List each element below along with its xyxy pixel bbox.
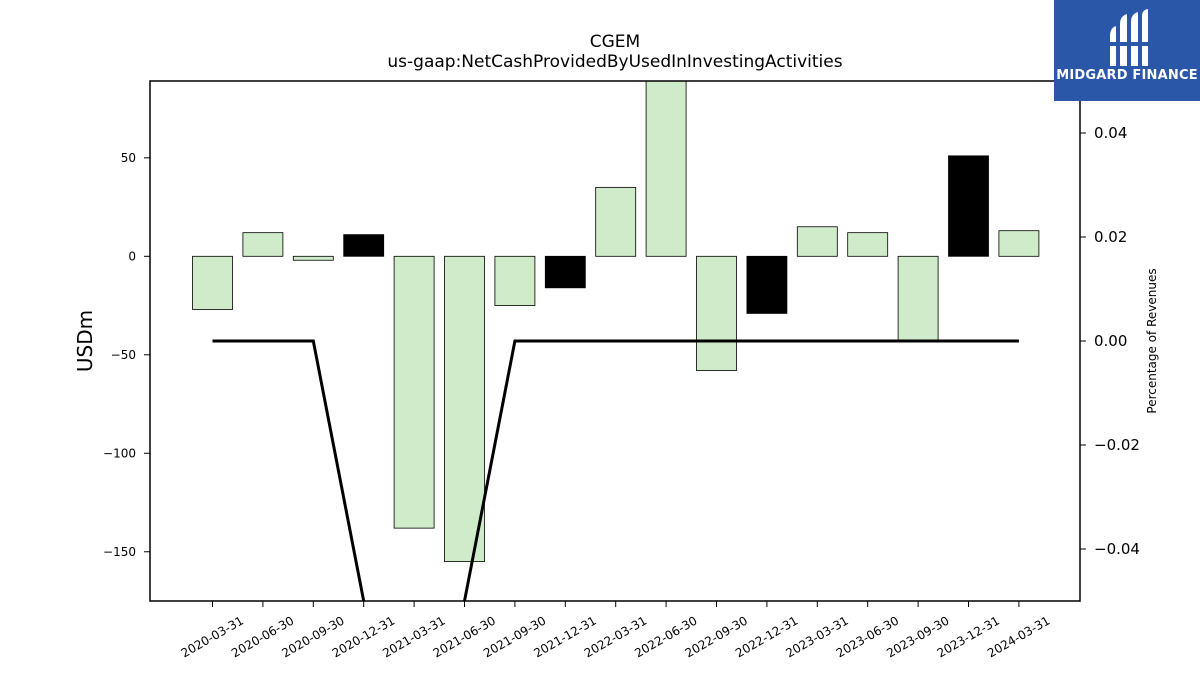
bar-2021-03-31 xyxy=(393,255,435,529)
bar-2022-12-31 xyxy=(746,255,788,314)
bar-2021-09-30 xyxy=(494,255,536,306)
y-tick-label: −50 xyxy=(111,348,136,362)
bars-group xyxy=(192,80,1040,563)
y-tick-label: −100 xyxy=(103,446,136,460)
bar-2023-03-31 xyxy=(796,226,838,257)
y2-tick-label: −0.04 xyxy=(1094,540,1140,558)
left-axis-ticks: −150 −100 −50 0 50 xyxy=(103,151,150,559)
bar-2023-09-30 xyxy=(897,255,939,342)
y2-axis-label: Percentage of Revenues xyxy=(1145,268,1159,413)
bar-2020-06-30 xyxy=(242,232,284,257)
chart-title: CGEM xyxy=(589,32,641,52)
bar-2021-06-30 xyxy=(444,255,485,563)
y-tick-label: −150 xyxy=(103,545,136,559)
percentage-line-segment-1 xyxy=(212,339,366,602)
bar-2021-12-31 xyxy=(544,255,586,289)
right-axis-ticks: −0.04 −0.02 0.00 0.02 0.04 xyxy=(1080,124,1140,558)
y2-tick-label: 0.00 xyxy=(1094,332,1127,350)
bar-2022-09-30 xyxy=(696,255,737,371)
y2-tick-label: 0.02 xyxy=(1094,228,1127,246)
bar-2020-09-30 xyxy=(292,255,334,261)
midgard-finance-logo: MIDGARD FINANCE xyxy=(1054,0,1200,101)
chart-subtitle: us-gaap:NetCashProvidedByUsedInInvesting… xyxy=(387,52,843,72)
x-axis-ticks: 2020-03-312020-06-302020-09-302020-12-31… xyxy=(179,601,1052,660)
bar-2023-06-30 xyxy=(847,232,889,257)
bar-2022-03-31 xyxy=(595,186,637,257)
logo-mark-icon xyxy=(1108,9,1148,66)
bar-2022-06-30 xyxy=(645,80,687,257)
y2-tick-label: 0.04 xyxy=(1094,124,1127,142)
percentage-line-segment-2 xyxy=(463,339,1019,602)
y2-tick-label: −0.02 xyxy=(1094,436,1140,454)
line-group xyxy=(212,339,1019,602)
y-tick-label: 50 xyxy=(121,151,136,165)
y-axis-label: USDm xyxy=(73,310,97,372)
bar-2020-03-31 xyxy=(192,255,233,310)
y-tick-label: 0 xyxy=(128,249,136,263)
bar-2023-12-31 xyxy=(948,155,989,257)
logo-text: MIDGARD FINANCE xyxy=(1056,68,1198,83)
bar-2024-03-31 xyxy=(998,230,1040,257)
bar-2020-12-31 xyxy=(343,234,385,257)
